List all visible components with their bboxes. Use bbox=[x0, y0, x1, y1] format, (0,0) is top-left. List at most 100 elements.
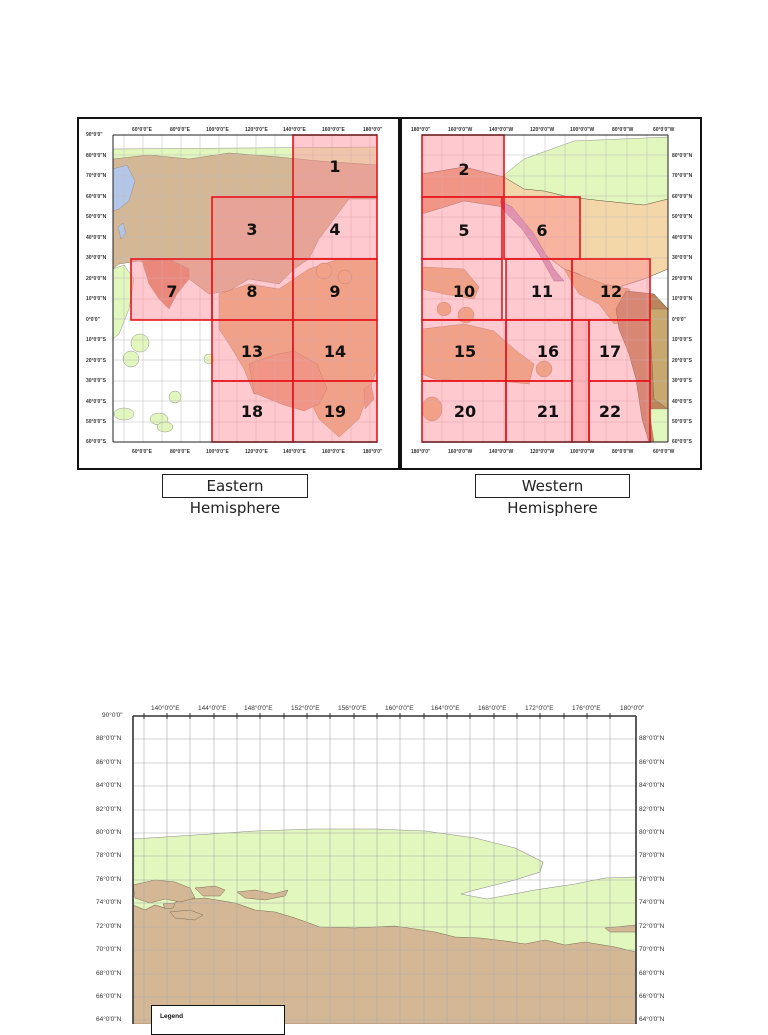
lon-tick: 172°0'0"E bbox=[525, 705, 554, 712]
lat-tick: 60°0'0"S bbox=[86, 439, 107, 445]
lon-tick: 148°0'0"E bbox=[244, 705, 273, 712]
lat-tick: 76°0'0"N bbox=[639, 876, 665, 883]
lat-tick: 70°0'0"N bbox=[96, 946, 122, 953]
lat-tick: 88°0'0"N bbox=[639, 735, 665, 742]
lon-tick: 60°0'0"E bbox=[132, 127, 153, 133]
lat-tick: 68°0'0"N bbox=[96, 970, 122, 977]
lon-tick: 140°0'0"E bbox=[283, 127, 306, 133]
svg-text:14: 14 bbox=[324, 342, 346, 361]
legend-title: Legend bbox=[160, 1013, 184, 1020]
lat-tick: 70°0'0"N bbox=[86, 173, 107, 179]
lat-tick: 40°0'0"S bbox=[86, 399, 107, 405]
svg-text:13: 13 bbox=[241, 342, 263, 361]
lat-tick: 20°0'0"S bbox=[86, 358, 107, 364]
tile-1-detail-map bbox=[132, 713, 637, 1024]
lat-tick: 10°0'0"S bbox=[672, 337, 693, 343]
lat-tick: 86°0'0"N bbox=[639, 759, 665, 766]
lat-tick: 74°0'0"N bbox=[639, 899, 665, 906]
lat-tick: 66°0'0"N bbox=[639, 993, 665, 1000]
tile-7 bbox=[130, 258, 213, 321]
lat-tick: 60°0'0"S bbox=[672, 439, 693, 445]
lat-tick: 76°0'0"N bbox=[96, 876, 122, 883]
lat-tick: 88°0'0"N bbox=[96, 735, 122, 742]
svg-text:16: 16 bbox=[537, 342, 559, 361]
lat-tick: 82°0'0"N bbox=[96, 806, 122, 813]
lat-tick: 74°0'0"N bbox=[96, 899, 122, 906]
lon-tick: 156°0'0"E bbox=[338, 705, 367, 712]
lon-tick: 100°0'0"W bbox=[570, 449, 595, 455]
svg-text:17: 17 bbox=[599, 342, 621, 361]
tile-8 bbox=[211, 258, 294, 321]
lon-tick: 168°0'0"E bbox=[478, 705, 507, 712]
tile-5 bbox=[421, 196, 503, 260]
svg-text:1: 1 bbox=[329, 157, 340, 176]
lat-tick: 30°0'0"S bbox=[86, 378, 107, 384]
lon-tick: 60°0'0"W bbox=[653, 127, 675, 133]
svg-text:20: 20 bbox=[454, 402, 476, 421]
lat-tick: 82°0'0"N bbox=[639, 806, 665, 813]
eastern-hemisphere-map: 1 3 4 7 8 9 13 14 18 19 bbox=[112, 134, 378, 443]
svg-text:18: 18 bbox=[241, 402, 263, 421]
lat-tick: 60°0'0"N bbox=[672, 194, 693, 200]
western-hemisphere-map: 2 5 6 10 11 12 15 16 17 20 21 22 bbox=[421, 134, 669, 443]
svg-text:7: 7 bbox=[166, 282, 177, 301]
lon-tick: 80°0'0"W bbox=[612, 127, 634, 133]
lat-tick: 72°0'0"N bbox=[639, 923, 665, 930]
lat-tick: 0°0'0" bbox=[672, 317, 686, 323]
lat-tick: 72°0'0"N bbox=[96, 923, 122, 930]
lon-tick: 180°0'0" bbox=[411, 127, 431, 133]
legend-box: Legend bbox=[151, 1005, 285, 1035]
svg-text:19: 19 bbox=[324, 402, 346, 421]
lat-tick: 50°0'0"S bbox=[86, 419, 107, 425]
svg-text:6: 6 bbox=[536, 221, 547, 240]
tile-overlap-strip bbox=[571, 319, 590, 443]
svg-text:2: 2 bbox=[458, 160, 469, 179]
western-hemisphere-caption: Western Hemisphere bbox=[475, 474, 630, 517]
lon-tick: 180°0'0" bbox=[363, 449, 383, 455]
svg-text:15: 15 bbox=[454, 342, 476, 361]
lon-tick: 160°0'0"E bbox=[322, 127, 345, 133]
lon-tick: 144°0'0"E bbox=[198, 705, 227, 712]
lat-tick: 70°0'0"N bbox=[672, 173, 693, 179]
lon-tick: 140°0'0"E bbox=[151, 705, 180, 712]
lat-tick: 50°0'0"N bbox=[86, 214, 107, 220]
svg-text:5: 5 bbox=[458, 221, 469, 240]
lat-tick: 78°0'0"N bbox=[96, 852, 122, 859]
lon-tick: 120°0'0"E bbox=[245, 127, 268, 133]
lon-tick: 140°0'0"E bbox=[283, 449, 306, 455]
lon-tick: 160°0'0"E bbox=[385, 705, 414, 712]
lon-tick: 140°0'0"W bbox=[489, 127, 514, 133]
lat-tick: 64°0'0"N bbox=[639, 1016, 665, 1023]
lat-tick: 30°0'0"S bbox=[672, 378, 693, 384]
lat-tick: 60°0'0"N bbox=[86, 194, 107, 200]
tile-12 bbox=[571, 258, 651, 321]
lat-tick: 64°0'0"N bbox=[96, 1016, 122, 1023]
lon-tick: 160°0'0"W bbox=[448, 449, 473, 455]
tile-19 bbox=[292, 380, 378, 443]
lat-tick: 70°0'0"N bbox=[639, 946, 665, 953]
lon-tick: 60°0'0"E bbox=[132, 449, 153, 455]
lon-tick: 160°0'0"E bbox=[322, 449, 345, 455]
lon-tick: 164°0'0"E bbox=[431, 705, 460, 712]
lat-tick: 10°0'0"N bbox=[672, 296, 693, 302]
tile-11 bbox=[505, 258, 573, 321]
lon-tick: 120°0'0"W bbox=[530, 449, 555, 455]
lat-tick: 40°0'0"S bbox=[672, 399, 693, 405]
lat-tick: 80°0'0"N bbox=[86, 153, 107, 159]
tile-4 bbox=[292, 196, 378, 260]
lat-tick: 20°0'0"N bbox=[86, 276, 107, 282]
lat-tick: 40°0'0"N bbox=[672, 235, 693, 241]
lon-tick: 152°0'0"E bbox=[291, 705, 320, 712]
svg-text:10: 10 bbox=[453, 282, 475, 301]
lat-tick: 80°0'0"N bbox=[96, 829, 122, 836]
lat-tick: 30°0'0"N bbox=[86, 255, 107, 261]
lat-tick: 90°0'0" bbox=[102, 712, 123, 719]
tile-14 bbox=[292, 319, 378, 382]
lat-tick: 78°0'0"N bbox=[639, 852, 665, 859]
lat-tick: 50°0'0"N bbox=[672, 214, 693, 220]
lat-tick: 90°0'0" bbox=[86, 132, 103, 138]
lat-tick: 86°0'0"N bbox=[96, 759, 122, 766]
svg-text:11: 11 bbox=[531, 282, 553, 301]
lon-tick: 80°0'0"E bbox=[170, 449, 191, 455]
lon-tick: 180°0'0" bbox=[363, 127, 383, 133]
